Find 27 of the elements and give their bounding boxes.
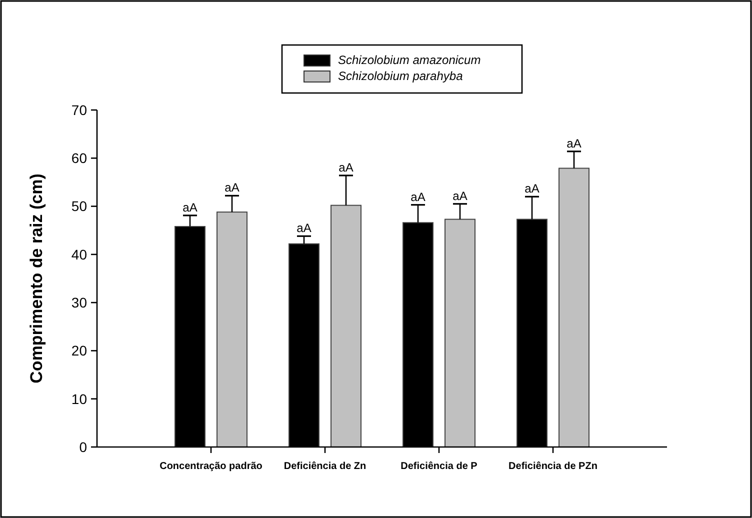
y-tick-label: 40	[71, 246, 88, 262]
y-tick-label: 0	[79, 438, 88, 455]
y-tick-label: 10	[71, 390, 88, 407]
y-tick-label: 70	[71, 102, 88, 118]
data-label: aA	[296, 221, 312, 236]
y-axis-title: Comprimento de raiz (cm)	[27, 174, 46, 384]
bar	[558, 168, 590, 448]
y-tick-label: 20	[71, 342, 88, 359]
data-label: aA	[452, 188, 468, 203]
x-tick-label: Concentração padrão	[160, 461, 262, 472]
legend-label: Schizolobium amazonicum	[338, 53, 481, 67]
y-tick-label: 30	[71, 294, 88, 310]
data-label: aA	[338, 160, 354, 174]
y-tick-label: 50	[71, 198, 88, 214]
legend-label: Schizolobium parahyba	[338, 69, 464, 83]
data-label: aA	[566, 136, 582, 150]
data-label: aA	[182, 200, 198, 214]
bar	[216, 212, 248, 448]
data-label: aA	[524, 182, 540, 196]
x-tick-label: Deficiência de PZn	[508, 461, 598, 472]
bar	[330, 204, 362, 448]
x-tick-label: Deficiência de Zn	[284, 461, 366, 472]
data-label: aA	[410, 190, 426, 204]
x-tick-label: Deficiência de P	[400, 461, 478, 472]
data-label: aA	[224, 180, 240, 195]
bar	[444, 218, 476, 448]
y-tick-label: 60	[71, 150, 88, 166]
